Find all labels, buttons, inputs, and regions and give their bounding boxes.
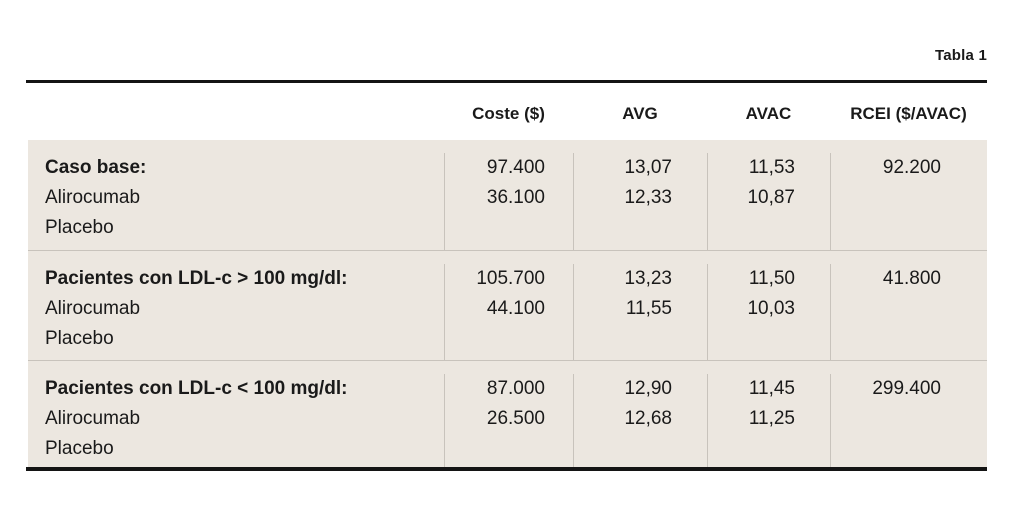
top-rule	[26, 80, 987, 83]
table-row-group-ldl-menor-100: Pacientes con LDL-c < 100 mg/dl: Alirocu…	[28, 360, 987, 468]
cell-value: 44.100	[486, 298, 545, 319]
column-header-avg: AVG	[622, 104, 658, 123]
column-header-coste: Coste ($)	[472, 104, 545, 123]
cell-value: 12,68	[624, 408, 672, 429]
cell-value: 11,53	[748, 157, 795, 178]
cell-value: 87.000	[486, 378, 545, 399]
group-coste-values: 97.400 36.100	[444, 153, 573, 250]
group-avg-values: 12,90 12,68	[573, 374, 707, 468]
row-label: Placebo	[45, 438, 114, 459]
cell-value: 13,07	[624, 157, 672, 178]
cell-value: 13,23	[624, 268, 672, 289]
column-header-rcei: RCEI ($/AVAC)	[850, 104, 967, 123]
cell-value: 105.700	[476, 268, 545, 289]
row-label: Alirocumab	[45, 408, 141, 429]
column-header-empty	[28, 99, 444, 129]
group-title: Caso base:	[45, 157, 147, 178]
group-rcei-value: 299.400	[830, 374, 987, 468]
group-avac-values: 11,50 10,03	[707, 264, 830, 360]
group-labels: Caso base: Alirocumab Placebo	[28, 153, 444, 250]
column-header-avac: AVAC	[745, 104, 792, 123]
cell-value: 11,50	[748, 268, 795, 289]
row-label: Alirocumab	[45, 298, 141, 319]
cell-value: 26.500	[486, 408, 545, 429]
group-labels: Pacientes con LDL-c > 100 mg/dl: Alirocu…	[28, 264, 444, 360]
cell-value: 11,25	[748, 408, 795, 429]
row-label: Placebo	[45, 328, 114, 349]
cell-value: 11,55	[625, 298, 672, 319]
cell-value: 12,33	[624, 187, 672, 208]
table-row-group-caso-base: Caso base: Alirocumab Placebo 97.400 36.…	[28, 140, 987, 250]
cell-value: 11,45	[748, 378, 795, 399]
table-row-group-ldl-mayor-100: Pacientes con LDL-c > 100 mg/dl: Alirocu…	[28, 250, 987, 360]
cell-value: 12,90	[624, 378, 672, 399]
group-title: Pacientes con LDL-c < 100 mg/dl:	[45, 378, 348, 399]
table-caption: Tabla 1	[935, 47, 987, 64]
cell-value: 36.100	[486, 187, 545, 208]
column-header-row: Coste ($) AVG AVAC RCEI ($/AVAC)	[28, 99, 987, 129]
group-avac-values: 11,45 11,25	[707, 374, 830, 468]
group-title: Pacientes con LDL-c > 100 mg/dl:	[45, 268, 348, 289]
cell-value: 92.200	[882, 157, 941, 178]
group-rcei-value: 92.200	[830, 153, 987, 250]
cell-value: 10,87	[747, 187, 795, 208]
table-body: Caso base: Alirocumab Placebo 97.400 36.…	[28, 140, 987, 468]
row-label: Placebo	[45, 217, 114, 238]
group-rcei-value: 41.800	[830, 264, 987, 360]
row-label: Alirocumab	[45, 187, 141, 208]
cell-value: 10,03	[747, 298, 795, 319]
group-coste-values: 87.000 26.500	[444, 374, 573, 468]
bottom-rule	[26, 467, 987, 471]
cell-value: 41.800	[882, 268, 941, 289]
cell-value: 299.400	[872, 378, 941, 399]
group-avac-values: 11,53 10,87	[707, 153, 830, 250]
group-labels: Pacientes con LDL-c < 100 mg/dl: Alirocu…	[28, 374, 444, 468]
group-coste-values: 105.700 44.100	[444, 264, 573, 360]
group-avg-values: 13,23 11,55	[573, 264, 707, 360]
group-avg-values: 13,07 12,33	[573, 153, 707, 250]
cell-value: 97.400	[486, 157, 545, 178]
